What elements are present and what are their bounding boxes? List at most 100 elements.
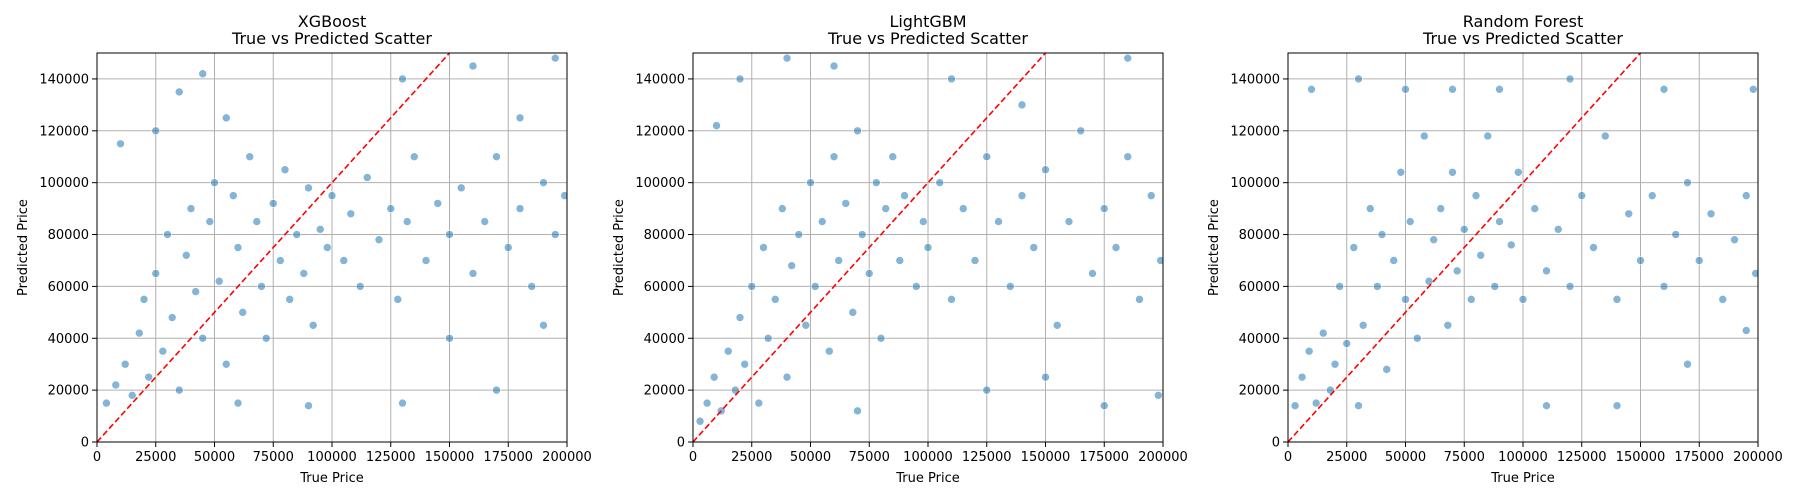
y-tick-label: 20000 — [1239, 384, 1280, 399]
y-tick-label: 80000 — [644, 228, 685, 243]
scatter-point — [1448, 85, 1457, 94]
scatter-point — [1741, 191, 1751, 200]
scatter-point — [1600, 131, 1610, 141]
y-tick-label: 40000 — [644, 332, 685, 347]
scatter-point — [1041, 372, 1050, 382]
scatter-point — [163, 230, 172, 239]
scatter-point — [398, 398, 407, 408]
scatter-point — [895, 256, 905, 265]
scatter-point — [754, 398, 764, 408]
scatter-point — [1459, 225, 1469, 234]
scatter-point — [1088, 269, 1097, 278]
scatter-point — [763, 333, 773, 343]
scatter-point — [1318, 328, 1328, 338]
scatter-point — [1749, 85, 1758, 94]
scatter-point — [151, 126, 161, 136]
scatter-point — [747, 282, 757, 291]
y-tick-label: 20000 — [48, 384, 89, 399]
scatter-point — [229, 191, 238, 200]
scatter-point — [327, 191, 337, 200]
panel-title-line1: XGBoost — [298, 12, 367, 31]
scatter-point — [275, 256, 285, 265]
scatter-point — [492, 385, 501, 395]
scatter-point — [1636, 256, 1645, 265]
scatter-point — [421, 256, 431, 265]
scatter-point — [393, 295, 403, 304]
scatter-point — [1335, 282, 1344, 291]
scatter-point — [1751, 269, 1758, 278]
scatter-point — [958, 204, 968, 213]
scatter-point — [398, 74, 407, 84]
scatter-point — [1647, 191, 1657, 200]
scatter-point — [1401, 295, 1410, 304]
scatter-point — [503, 243, 513, 252]
scatter-point — [1706, 209, 1716, 219]
scatter-point — [857, 230, 867, 239]
scatter-point — [1349, 243, 1359, 252]
scatter-point — [1718, 295, 1728, 304]
scatter-point — [1741, 326, 1751, 335]
scatter-point — [876, 333, 886, 343]
scatter-point — [1373, 282, 1382, 291]
reference-line — [693, 53, 1047, 442]
y-axis-label: Predicted Price — [612, 199, 627, 296]
scatter-point — [1671, 230, 1681, 239]
scatter-point — [1342, 339, 1352, 348]
scatter-point — [1483, 131, 1493, 141]
scatter-point — [1330, 359, 1340, 369]
panel-title-line1: LightGBM — [889, 12, 966, 31]
scatter-point — [304, 401, 313, 410]
scatter-point — [1017, 191, 1027, 200]
scatter-point — [492, 152, 501, 162]
scatter-point — [339, 256, 349, 265]
scatter-point — [817, 217, 827, 226]
scatter-point — [233, 243, 243, 252]
x-tick-label: 125000 — [366, 450, 416, 465]
y-tick-label: 0 — [677, 436, 685, 451]
scatter-point — [468, 61, 478, 71]
x-tick-label: 150000 — [1021, 450, 1071, 465]
scatter-point — [221, 113, 231, 123]
scatter-point — [1154, 391, 1163, 400]
y-tick-label: 100000 — [39, 176, 89, 191]
scatter-point — [853, 126, 862, 136]
scatter-point — [1495, 217, 1504, 226]
y-tick-label: 20000 — [644, 384, 685, 399]
scatter-point — [1382, 365, 1391, 374]
scatter-point — [1612, 401, 1622, 410]
scatter-point — [515, 204, 525, 213]
scatter-point — [1436, 204, 1446, 213]
scatter-point — [445, 333, 454, 343]
scatter-point — [1730, 235, 1739, 245]
scatter-point — [735, 313, 745, 322]
scatter-point — [257, 282, 266, 291]
y-tick-label: 0 — [1272, 436, 1280, 451]
scatter-point — [1111, 243, 1121, 252]
scatter-point — [1396, 167, 1406, 177]
scatter-point — [782, 372, 792, 382]
scatter-point — [285, 295, 295, 304]
scatter-point — [214, 276, 224, 286]
scatter-point — [1530, 204, 1540, 213]
scatter-point — [947, 295, 956, 304]
x-tick-label: 0 — [689, 450, 697, 465]
scatter-point — [709, 372, 719, 382]
scatter-point — [1377, 230, 1387, 239]
scatter-point — [881, 204, 891, 213]
scatter-point — [806, 178, 815, 187]
scatter-point — [888, 152, 898, 162]
x-tick-label: 150000 — [1616, 450, 1666, 465]
scatter-point — [1156, 256, 1163, 265]
scatter-point — [304, 183, 313, 193]
scatter-point — [210, 178, 219, 187]
scatter-point — [1076, 126, 1086, 136]
scatter-point — [871, 178, 881, 187]
scatter-points — [102, 53, 567, 410]
scatter-point — [947, 74, 956, 84]
scatter-point — [824, 346, 834, 356]
scatter-point — [834, 256, 844, 265]
scatter-point — [1518, 295, 1528, 304]
scatter-point — [198, 333, 208, 343]
panel-lightgbm: LightGBM True vs Predicted Scatter True … — [612, 12, 1188, 486]
y-tick-label: 60000 — [48, 280, 89, 295]
